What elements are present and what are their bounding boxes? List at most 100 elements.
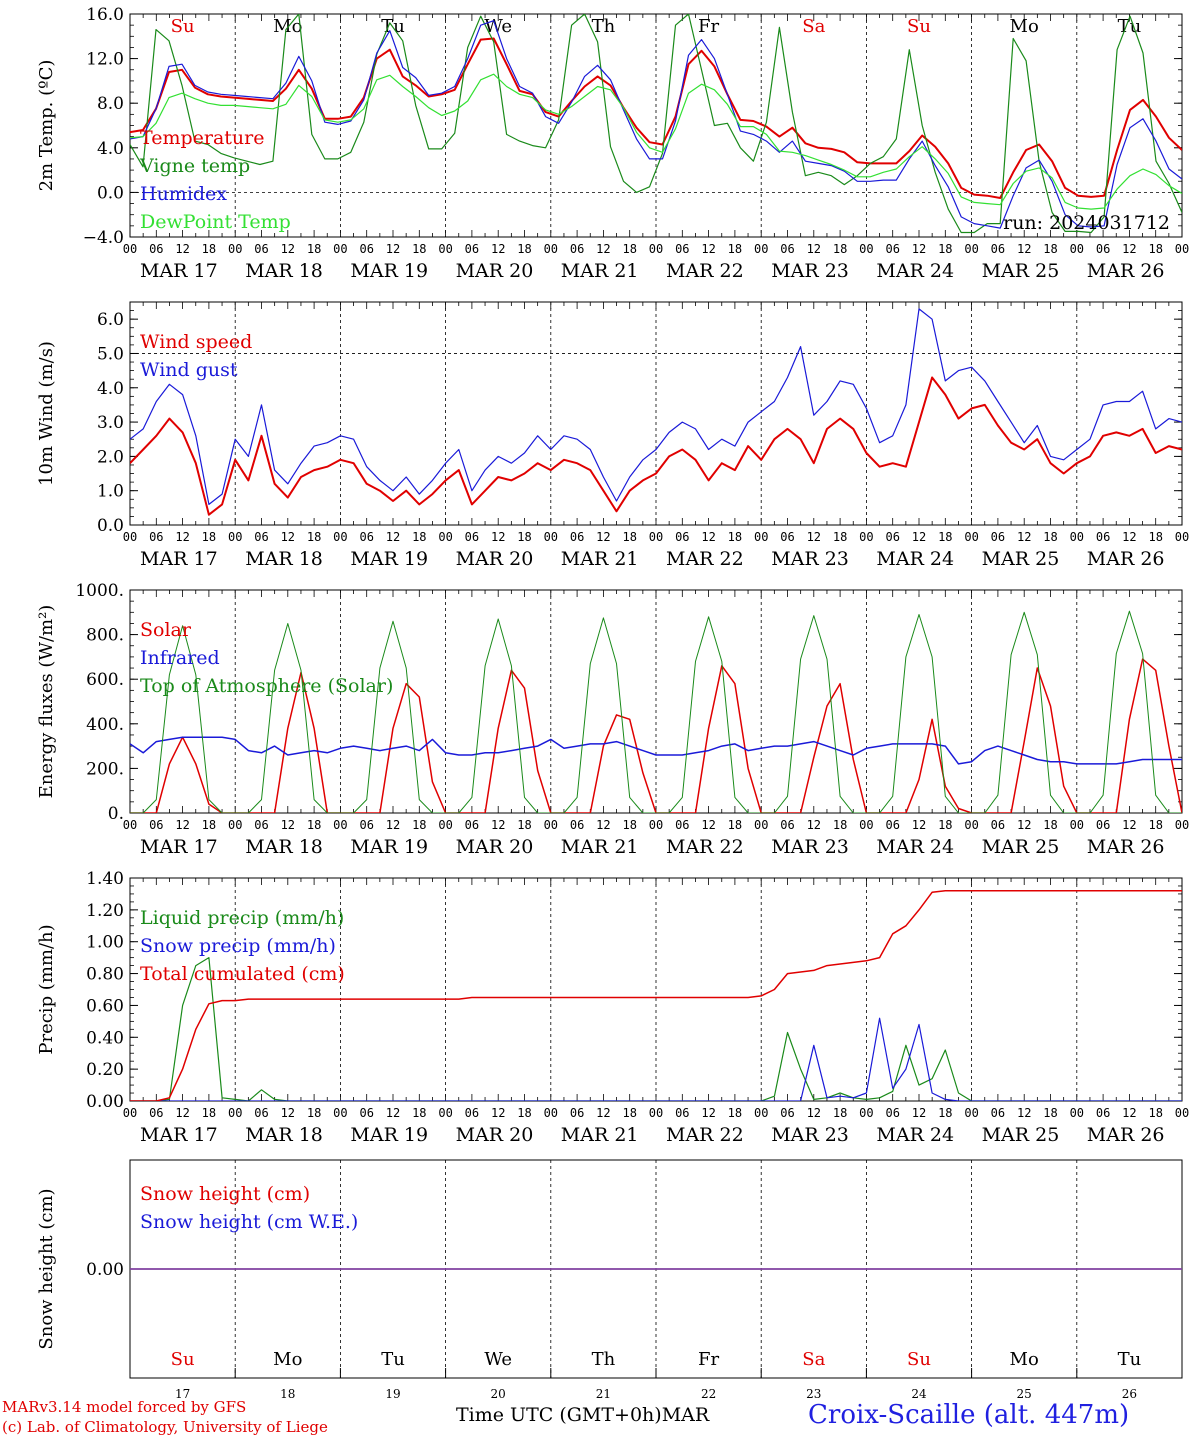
series-line-vigne-temp — [130, 14, 1182, 234]
hour-tick-label: 00 — [333, 818, 347, 832]
hour-tick-label: 06 — [885, 530, 899, 544]
hour-tick-label: 18 — [1148, 242, 1162, 256]
hour-tick-label: 06 — [570, 818, 584, 832]
lab-credit: (c) Lab. of Climatology, University of L… — [2, 1418, 328, 1436]
panel-snow: 0.00 Snow height (cm) Su 17 Mo 18 Tu 19 We 20 Th 21… — [36, 1159, 1183, 1401]
run-label: run: 2024031712 — [1003, 212, 1170, 234]
hour-tick-label: 18 — [517, 818, 531, 832]
hour-tick-label: 00 — [438, 242, 452, 256]
hour-tick-label: 12 — [807, 530, 821, 544]
hour-tick-label: 12 — [701, 242, 715, 256]
day-number-label: 21 — [596, 1387, 611, 1401]
hour-tick-label: 06 — [465, 818, 479, 832]
hour-tick-label: 12 — [281, 530, 295, 544]
hour-tick-label: 18 — [307, 530, 321, 544]
hour-tick-label: 12 — [1122, 242, 1136, 256]
hour-tick-label: 06 — [991, 818, 1005, 832]
hour-tick-label: 06 — [675, 242, 689, 256]
weekday-label: Fr — [698, 1349, 719, 1370]
hour-tick-label: 18 — [938, 1106, 952, 1120]
hour-tick-label: 00 — [1070, 818, 1084, 832]
hour-tick-label: 18 — [412, 242, 426, 256]
hour-tick-label: 06 — [149, 530, 163, 544]
day-number-label: 19 — [385, 1387, 400, 1401]
panel-frame — [129, 13, 1183, 238]
date-label: MAR 18 — [245, 260, 323, 282]
hour-tick-label: 00 — [649, 242, 663, 256]
hour-tick-label: 00 — [438, 530, 452, 544]
hour-tick-label: 00 — [544, 530, 558, 544]
y-tick-label: 1000. — [75, 581, 124, 601]
hour-tick-label: 18 — [622, 530, 636, 544]
time-axis-month: MAR — [661, 1404, 710, 1426]
hour-tick-label: 06 — [1096, 818, 1110, 832]
weekday-label: We — [484, 1349, 512, 1370]
hour-tick-label: 00 — [1175, 1106, 1189, 1120]
y-tick-label: 0.20 — [86, 1060, 124, 1080]
hour-tick-label: 12 — [491, 1106, 505, 1120]
date-label: MAR 20 — [456, 548, 534, 570]
legend-entry: Temperature — [140, 127, 264, 149]
date-label: MAR 19 — [350, 1124, 428, 1146]
date-label: MAR 21 — [561, 548, 639, 570]
legend-entry: Humidex — [140, 183, 227, 205]
time-axis-title: Time UTC (GMT+0h)MAR — [456, 1404, 709, 1426]
hour-tick-label: 18 — [833, 242, 847, 256]
date-label: MAR 25 — [982, 548, 1060, 570]
hour-tick-label: 06 — [570, 530, 584, 544]
series-line-wind-gust — [130, 308, 1182, 505]
hour-tick-label: 06 — [885, 818, 899, 832]
hour-tick-label: 00 — [228, 530, 242, 544]
date-label: MAR 26 — [1087, 548, 1165, 570]
hour-tick-label: 00 — [754, 242, 768, 256]
date-label: MAR 24 — [876, 836, 954, 858]
date-label: MAR 19 — [350, 548, 428, 570]
hour-tick-label: 00 — [964, 818, 978, 832]
hour-tick-label: 00 — [333, 530, 347, 544]
hour-tick-label: 06 — [465, 530, 479, 544]
legend-entry: Vigne temp — [139, 155, 250, 177]
model-credit: MARv3.14 model forced by GFS — [2, 1398, 247, 1416]
y-tick-label: 200. — [86, 759, 124, 779]
date-label: MAR 22 — [666, 836, 744, 858]
hour-tick-label: 12 — [912, 1106, 926, 1120]
hour-tick-label: 00 — [333, 1106, 347, 1120]
time-axis-title-text: Time UTC (GMT+0h) — [456, 1404, 662, 1426]
hour-tick-label: 06 — [1096, 530, 1110, 544]
y-tick-label: 0. — [108, 804, 124, 824]
hour-tick-label: 06 — [885, 242, 899, 256]
weekday-label: Su — [907, 1349, 931, 1370]
hour-tick-label: 18 — [938, 530, 952, 544]
hour-tick-label: 00 — [123, 242, 137, 256]
hour-tick-label: 18 — [307, 818, 321, 832]
y-tick-label: 0.00 — [86, 1260, 124, 1280]
date-label: MAR 26 — [1087, 1124, 1165, 1146]
panel-temp: −4.0 0.0 4.0 8.0 12.0 16.0 2m Temp. (ºC) 00 06 12… — [36, 5, 1189, 282]
series-line-infrared — [130, 736, 1182, 765]
hour-tick-label: 00 — [754, 818, 768, 832]
hour-tick-label: 12 — [701, 1106, 715, 1120]
date-label: MAR 17 — [140, 1124, 218, 1146]
hour-tick-label: 12 — [912, 530, 926, 544]
legend-entry: Snow precip (mm/h) — [140, 935, 336, 957]
legend-entry: Wind gust — [140, 359, 238, 381]
day-number-label: 26 — [1122, 1387, 1137, 1401]
hour-tick-label: 18 — [728, 242, 742, 256]
hour-tick-label: 06 — [1096, 242, 1110, 256]
hour-tick-label: 18 — [728, 818, 742, 832]
y-tick-label: 0.0 — [97, 516, 124, 536]
series-line-top-of-atmosphere-solar — [130, 610, 1182, 813]
hour-tick-label: 12 — [281, 818, 295, 832]
hour-tick-label: 18 — [412, 1106, 426, 1120]
weekday-label: Fr — [698, 16, 719, 37]
hour-tick-label: 00 — [859, 1106, 873, 1120]
hour-tick-label: 06 — [254, 818, 268, 832]
hour-tick-label: 12 — [1122, 1106, 1136, 1120]
hour-tick-label: 18 — [622, 1106, 636, 1120]
hour-tick-label: 06 — [885, 1106, 899, 1120]
y-tick-label: 0.80 — [86, 965, 124, 985]
day-number-label: 25 — [1017, 1387, 1032, 1401]
y-axis-title: 2m Temp. (ºC) — [36, 60, 57, 192]
hour-tick-label: 00 — [123, 530, 137, 544]
